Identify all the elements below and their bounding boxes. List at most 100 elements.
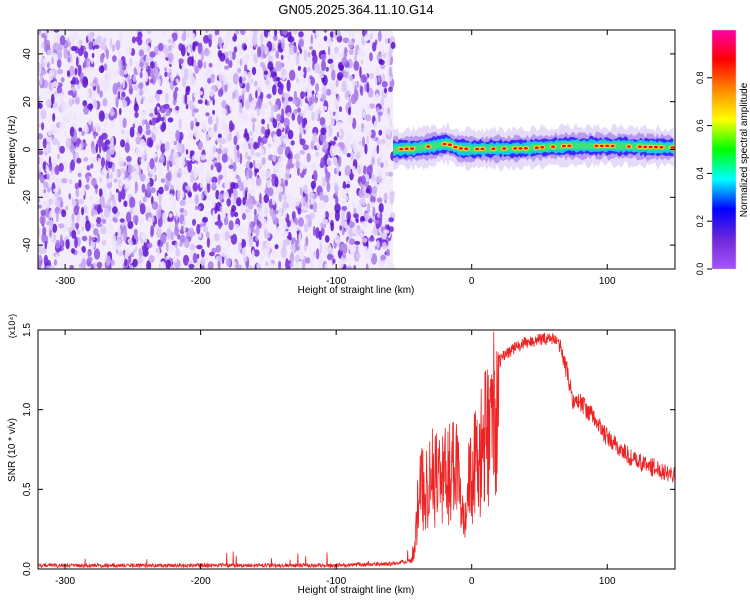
noise-cell — [378, 261, 385, 268]
noise-cell — [205, 30, 209, 34]
noise-cell — [183, 254, 190, 266]
noise-cell — [149, 69, 154, 78]
noise-cell — [233, 135, 238, 146]
signal-peak-core — [404, 147, 409, 151]
noise-cell — [52, 81, 59, 88]
noise-cell — [314, 97, 318, 104]
noise-cell — [140, 158, 144, 166]
noise-cell — [326, 37, 332, 47]
noise-cell — [124, 142, 130, 153]
noise-cell — [384, 87, 387, 94]
signal-peak-core — [523, 147, 528, 150]
noise-cell — [43, 199, 50, 209]
noise-cell — [93, 228, 99, 236]
noise-cell — [281, 231, 285, 239]
noise-cell — [340, 142, 345, 152]
noise-cell — [162, 212, 167, 225]
noise-cell — [155, 227, 162, 239]
noise-cell — [299, 70, 305, 77]
signal-peak-core — [410, 147, 415, 150]
noise-cell — [327, 58, 334, 64]
noise-cell — [141, 153, 148, 160]
noise-cell — [332, 258, 336, 264]
noise-cell — [329, 210, 335, 220]
noise-cell — [38, 108, 41, 117]
noise-cell — [337, 72, 343, 81]
noise-cell — [377, 157, 381, 167]
noise-cell — [100, 53, 104, 61]
noise-cell — [152, 153, 158, 158]
noise-cell — [276, 113, 282, 122]
noise-cell — [373, 120, 378, 130]
snr-x-tick-label: 100 — [599, 576, 616, 587]
noise-cell — [260, 105, 265, 117]
noise-cell — [278, 186, 284, 193]
noise-cell — [250, 100, 256, 111]
noise-cell — [40, 209, 46, 216]
noise-cell — [109, 191, 113, 199]
noise-cell — [369, 52, 373, 62]
noise-cell — [380, 97, 385, 107]
noise-cell — [202, 225, 209, 233]
noise-cell — [355, 126, 362, 132]
noise-cell — [362, 136, 365, 148]
noise-cell — [379, 152, 384, 161]
noise-cell — [335, 79, 339, 88]
noise-cell — [348, 132, 353, 143]
noise-cell — [177, 234, 181, 240]
noise-cell — [382, 126, 389, 136]
noise-cell — [69, 264, 74, 269]
noise-cell — [123, 230, 127, 242]
noise-cell — [288, 194, 293, 203]
noise-cell — [247, 264, 253, 269]
noise-cell — [189, 32, 196, 42]
noise-cell — [290, 244, 296, 251]
snr-x-label: Height of straight line (km) — [298, 585, 415, 596]
noise-cell — [358, 140, 362, 146]
noise-cell — [121, 171, 125, 180]
noise-cell — [171, 42, 176, 48]
noise-cell — [217, 259, 221, 269]
noise-cell — [287, 129, 294, 140]
noise-cell — [323, 35, 328, 42]
noise-cell — [255, 90, 258, 99]
noise-cell — [98, 65, 105, 74]
noise-cell — [370, 253, 378, 265]
noise-cell — [228, 50, 233, 56]
noise-cell — [309, 261, 314, 269]
noise-cell — [178, 43, 184, 52]
noise-cell — [106, 150, 111, 162]
noise-cell — [341, 212, 345, 224]
noise-cell — [83, 67, 89, 76]
noise-cell — [216, 30, 220, 36]
noise-cell — [388, 171, 393, 177]
noise-cell — [378, 59, 385, 65]
heatmap-cells — [38, 30, 675, 269]
noise-cell — [200, 172, 204, 185]
noise-cell — [329, 53, 336, 60]
noise-cell — [228, 30, 235, 38]
noise-cell — [55, 199, 61, 208]
noise-cell — [162, 30, 167, 37]
noise-cell — [47, 130, 52, 136]
noise-cell — [50, 159, 57, 168]
noise-cell — [217, 50, 223, 58]
noise-cell — [377, 111, 383, 116]
noise-cell — [217, 153, 221, 162]
noise-cell — [380, 254, 387, 261]
noise-cell — [278, 157, 283, 169]
noise-cell — [218, 193, 224, 201]
noise-cell — [338, 156, 342, 168]
noise-cell — [85, 184, 90, 191]
noise-cell — [292, 30, 298, 35]
noise-cell — [287, 157, 293, 169]
signal-peak-core — [648, 145, 653, 149]
noise-cell — [390, 41, 396, 50]
noise-cell — [46, 88, 51, 96]
noise-cell — [374, 76, 378, 88]
noise-cell — [73, 205, 79, 216]
noise-cell — [325, 171, 330, 184]
noise-cell — [372, 228, 379, 235]
noise-cell — [178, 58, 184, 64]
noise-cell — [67, 90, 74, 96]
